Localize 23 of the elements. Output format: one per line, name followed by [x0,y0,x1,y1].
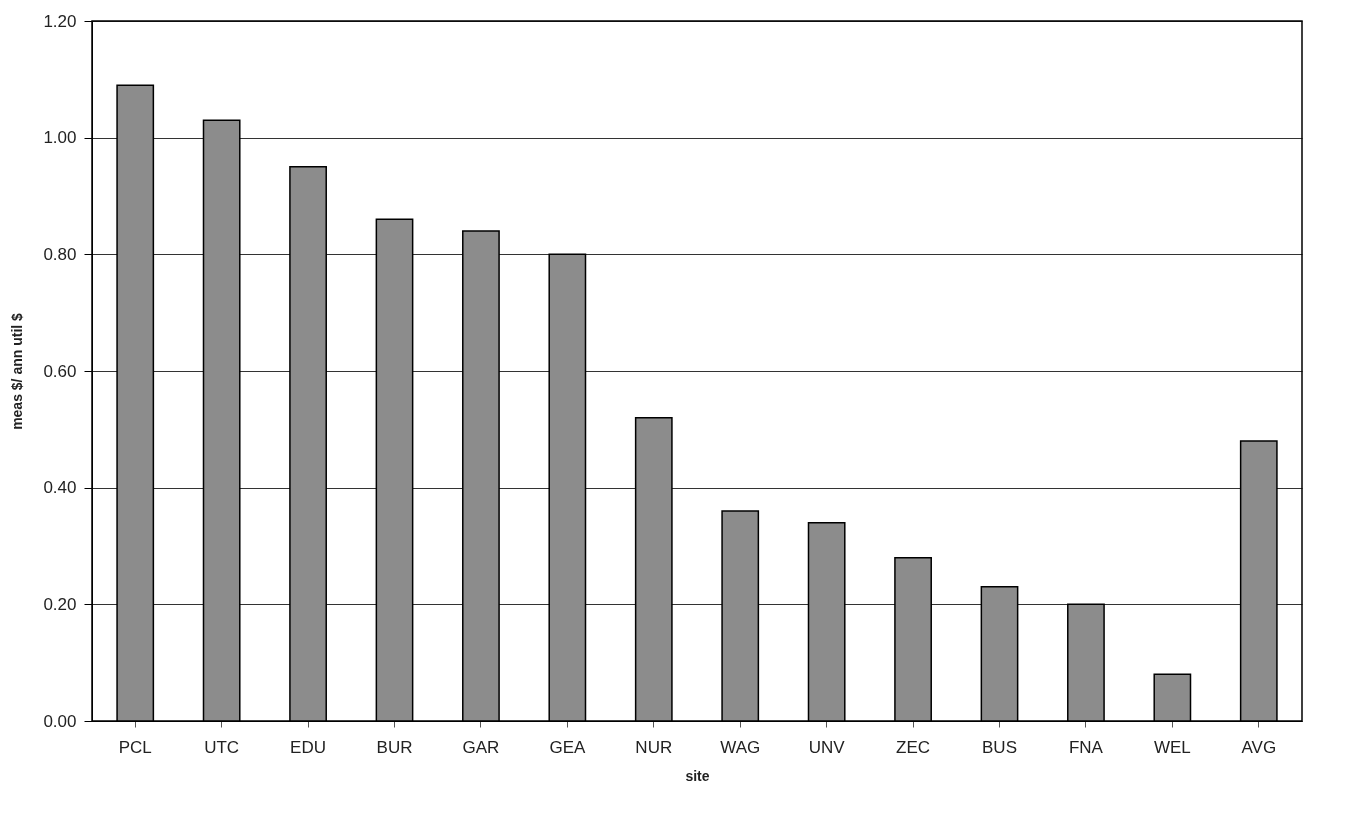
x-tick-label: ZEC [896,737,931,757]
x-tick-label: PCL [118,737,152,757]
y-tick-label: 1.00 [43,128,77,148]
x-tick-label: GEA [549,737,586,757]
x-axis-title: site [685,767,710,784]
x-tick-label: UTC [204,737,240,757]
x-tick-label: NUR [635,737,673,757]
x-tick-label: EDU [290,737,327,757]
x-tick-label: WEL [1153,737,1191,757]
y-tick-label: 0.20 [43,594,77,614]
x-tick-label: WAG [720,737,761,757]
x-tick-label: UNV [808,737,846,757]
y-tick-label: 0.00 [43,711,77,731]
y-tick-label: 0.60 [43,361,77,381]
x-tick-label: FNA [1068,737,1104,757]
y-tick-label: 0.80 [43,244,77,264]
y-tick-label: 0.40 [43,478,77,498]
y-axis-title: meas $/ ann util $ [9,312,26,430]
x-tick-label: GAR [462,737,500,757]
y-tick-label: 1.20 [43,11,77,31]
x-tick-label: BUS [982,737,1017,757]
x-tick-label: BUR [376,737,413,757]
x-tick-label: AVG [1241,737,1277,757]
